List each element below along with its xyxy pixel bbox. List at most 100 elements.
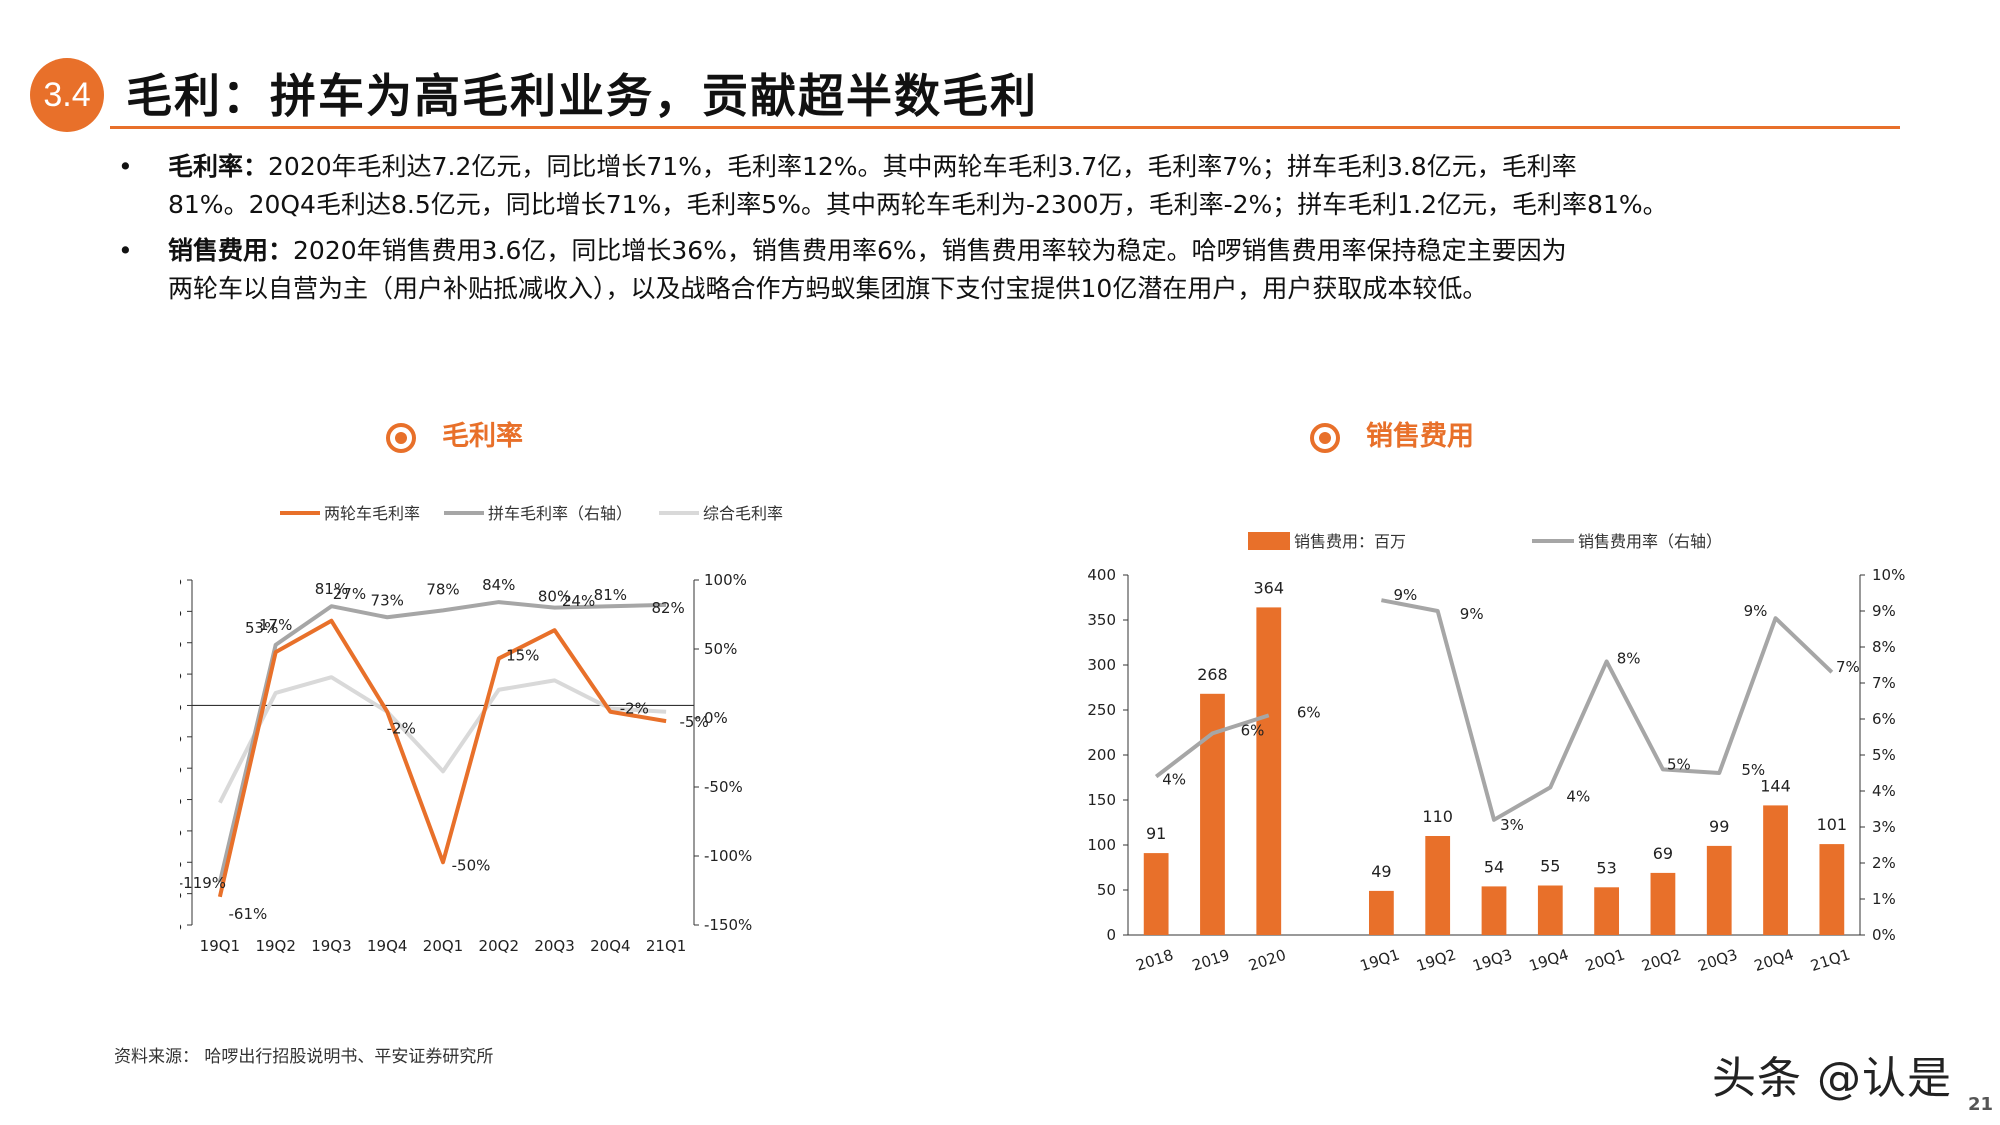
x-tick-label: 2020 <box>1246 946 1288 975</box>
x-tick-label: 20Q4 <box>590 937 630 955</box>
right-tick-label: 2% <box>1872 854 1896 872</box>
left-tick-label: 0% <box>180 696 182 714</box>
ratio-value-label: 4% <box>1162 771 1186 789</box>
sales-expense-bar <box>1706 845 1732 935</box>
bullet-text: 两轮车以自营为主（用户补贴抵减收入），以及战略合作方蚂蚁集团旗下支付宝提供10亿… <box>168 274 1488 303</box>
x-tick-label: 20Q4 <box>1752 945 1796 975</box>
ratio-value-label: 5% <box>1741 761 1765 779</box>
sales-expense-bar <box>1537 885 1563 935</box>
ratio-value-label: 7% <box>1836 658 1860 676</box>
bullet-heading: 销售费用： <box>168 236 294 265</box>
x-tick-label: 19Q1 <box>200 937 240 955</box>
title-underline <box>110 126 1900 129</box>
bar-value-label: 49 <box>1371 862 1391 881</box>
bar-value-label: 144 <box>1760 776 1791 795</box>
bullet-marker: • <box>118 152 133 181</box>
right-tick-label: 6% <box>1872 710 1896 728</box>
x-tick-label: 21Q1 <box>1808 945 1852 975</box>
x-tick-label: 19Q2 <box>1414 945 1458 975</box>
bar-value-label: 69 <box>1653 844 1673 863</box>
watermark: 头条 @认是 <box>1712 1053 1952 1104</box>
sales-expense-section-title: 销售费用 <box>1310 414 1474 453</box>
left-tick-label: 30% <box>180 602 182 620</box>
left-tick-label: 100 <box>1087 836 1116 854</box>
right-tick-label: 4% <box>1872 782 1896 800</box>
sales-expense-bar <box>1819 844 1845 935</box>
bullet-sales-expense: • 销售费用：2020年销售费用3.6亿，同比增长36%，销售费用率6%，销售费… <box>118 232 1918 308</box>
sales-expense-chart: 销售费用：百万 销售费用率（右轴） 400 350 300 250 200 150 100 50 0… <box>1087 532 1905 975</box>
bullet-text: 81%。20Q4毛利达8.5亿元，同比增长71%，毛利率5%。其中两轮车毛利为-… <box>168 190 1668 219</box>
data-label-0: -2% <box>620 700 649 718</box>
right-tick-label: 50% <box>704 640 737 658</box>
ratio-value-label: 8% <box>1617 649 1641 667</box>
left-tick-label: 200 <box>1087 746 1116 764</box>
left-tick-label: 50 <box>1097 881 1116 899</box>
right-tick-label: 8% <box>1872 638 1896 656</box>
bar-value-label: 268 <box>1197 665 1228 684</box>
sales-expense-bar <box>1481 886 1507 935</box>
legend-label-2: 综合毛利率 <box>703 504 783 523</box>
data-label-1: 82% <box>651 599 684 617</box>
ratio-value-label: 6% <box>1241 721 1265 739</box>
left-tick-label: -70% <box>180 916 182 934</box>
left-tick-label: 40% <box>180 571 182 589</box>
section-title-text: 销售费用 <box>1366 421 1474 452</box>
left-tick-label: 400 <box>1087 566 1116 584</box>
right-tick-label: 0% <box>704 709 728 727</box>
data-label-1: 81% <box>594 586 627 604</box>
x-tick-label: 19Q4 <box>367 937 407 955</box>
right-tick-label: -100% <box>704 847 752 865</box>
bar-value-label: 54 <box>1484 857 1504 876</box>
right-tick-label: 9% <box>1872 602 1896 620</box>
target-icon <box>386 422 416 453</box>
sales-expense-bar <box>1763 805 1788 935</box>
x-tick-label: 21Q1 <box>646 937 686 955</box>
ratio-value-label: 9% <box>1393 586 1417 604</box>
sales-ratio-line <box>1154 713 1270 779</box>
data-label-0: -2% <box>387 720 416 738</box>
data-label-1: -119% <box>180 874 226 892</box>
section-title-text: 毛利率 <box>442 421 523 452</box>
bar-value-label: 91 <box>1146 824 1166 843</box>
right-tick-label: -150% <box>704 916 752 934</box>
data-label-0: -50% <box>452 856 491 874</box>
sales-expense-bar <box>1650 872 1676 935</box>
bar-value-label: 99 <box>1709 817 1729 836</box>
x-tick-label: 2019 <box>1190 946 1232 975</box>
legend-swatch-bar <box>1248 532 1290 550</box>
source-note: 资料来源： 哈啰出行招股说明书、平安证券研究所 <box>114 1047 494 1067</box>
data-label-1: 80% <box>538 588 571 606</box>
legend-label-0: 两轮车毛利率 <box>324 504 420 523</box>
legend-label-line: 销售费用率（右轴） <box>1578 532 1722 551</box>
ratio-value-label: 4% <box>1566 787 1590 805</box>
ratio-value-label: 5% <box>1667 755 1691 773</box>
page-title: 毛利：拼车为高毛利业务，贡献超半数毛利 <box>126 69 1038 123</box>
x-tick-label: 19Q3 <box>1470 945 1514 975</box>
data-label-0: 24% <box>562 592 595 610</box>
x-tick-label: 19Q1 <box>1358 945 1402 975</box>
legend-label-1: 拼车毛利率（右轴） <box>488 504 632 523</box>
gross-margin-chart: 两轮车毛利率 拼车毛利率（右轴） 综合毛利率 40% 30% 20% 10% 0% -10% -2… <box>180 504 783 955</box>
ratio-value-label: 9% <box>1460 605 1484 623</box>
bullet-list: • 毛利率：2020年毛利达7.2亿元，同比增长71%，毛利率12%。其中两轮车… <box>118 148 1918 316</box>
left-tick-label: 300 <box>1087 656 1116 674</box>
legend-label-bar: 销售费用：百万 <box>1294 532 1406 551</box>
right-tick-label: 1% <box>1872 890 1896 908</box>
right-tick-label: -50% <box>704 778 743 796</box>
right-tick-label: 0% <box>1872 926 1896 944</box>
x-tick-label: 19Q2 <box>255 937 295 955</box>
left-tick-label: 20% <box>180 634 182 652</box>
bullet-gross-margin: • 毛利率：2020年毛利达7.2亿元，同比增长71%，毛利率12%。其中两轮车… <box>118 148 1918 224</box>
bullet-text: 2020年销售费用3.6亿，同比增长36%，销售费用率6%，销售费用率较为稳定。… <box>293 236 1567 265</box>
x-tick-label: 20Q2 <box>479 937 519 955</box>
left-tick-label: -40% <box>180 822 182 840</box>
data-label-1: 81% <box>315 580 348 598</box>
sales-expense-bar <box>1594 887 1620 935</box>
x-tick-label: 2018 <box>1134 946 1176 975</box>
data-label-0: 27% <box>333 585 366 603</box>
sales-expense-bar <box>1368 890 1394 935</box>
x-tick-label: 19Q4 <box>1527 945 1571 975</box>
right-tick-label: 5% <box>1872 746 1896 764</box>
data-label-0: -61% <box>229 905 268 923</box>
bar-value-label: 110 <box>1422 807 1453 826</box>
